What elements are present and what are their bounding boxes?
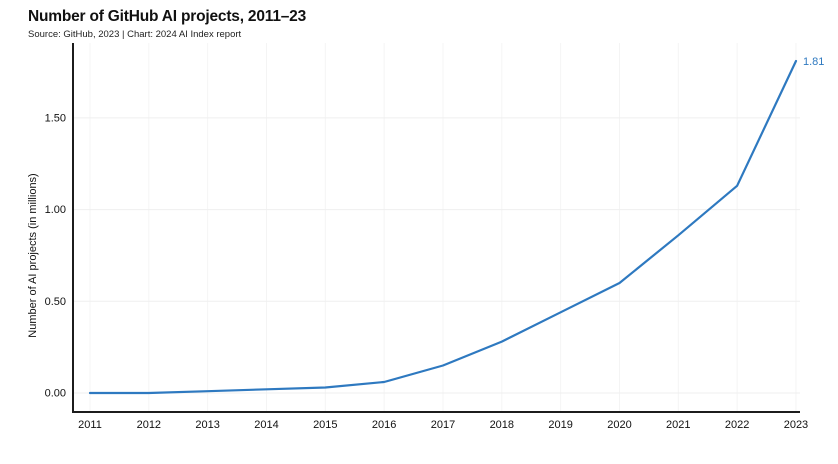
x-tick-label-2018: 2018 xyxy=(490,419,514,431)
x-tick-label-2019: 2019 xyxy=(548,419,572,431)
gridlines-vertical xyxy=(89,43,797,412)
x-tick-label-2020: 2020 xyxy=(607,419,631,431)
y-tick-label-1.00: 1.00 xyxy=(45,204,66,216)
x-tick-label-2014: 2014 xyxy=(254,419,278,431)
x-tick-label-2011: 2011 xyxy=(78,419,102,431)
x-tick-label-2021: 2021 xyxy=(666,419,690,431)
axes xyxy=(72,43,800,413)
y-tick-label-0.00: 0.00 xyxy=(45,388,66,400)
y-tick-label-0.50: 0.50 xyxy=(45,296,66,308)
data-series xyxy=(88,59,798,395)
x-tick-label-2016: 2016 xyxy=(372,419,396,431)
chart-title: Number of GitHub AI projects, 2011–23 xyxy=(28,8,306,25)
y-tick-labels: 0.00 0.50 1.00 1.50 xyxy=(45,112,66,399)
y-axis-title: Number of AI projects (in millions) xyxy=(27,173,39,337)
gridlines-horizontal xyxy=(73,117,800,394)
y-axis-title-label: Number of AI projects (in millions) xyxy=(27,173,39,337)
x-tick-label-2022: 2022 xyxy=(725,419,749,431)
x-tick-label-2015: 2015 xyxy=(313,419,337,431)
y-tick-label-1.50: 1.50 xyxy=(45,112,66,124)
end-label: 1.81 xyxy=(803,56,824,68)
chart-source-caption: Source: GitHub, 2023 | Chart: 2024 AI In… xyxy=(28,29,242,40)
x-tick-labels: 2011 2012 2013 2014 2015 2016 2017 2018 2019 2020… xyxy=(78,419,808,431)
x-tick-label-2012: 2012 xyxy=(137,419,161,431)
x-tick-label-2017: 2017 xyxy=(431,419,455,431)
x-tick-label-2023: 2023 xyxy=(784,419,808,431)
ai-projects-line xyxy=(88,59,798,395)
x-tick-label-2013: 2013 xyxy=(195,419,219,431)
end-value-label: 1.81 xyxy=(803,56,824,68)
